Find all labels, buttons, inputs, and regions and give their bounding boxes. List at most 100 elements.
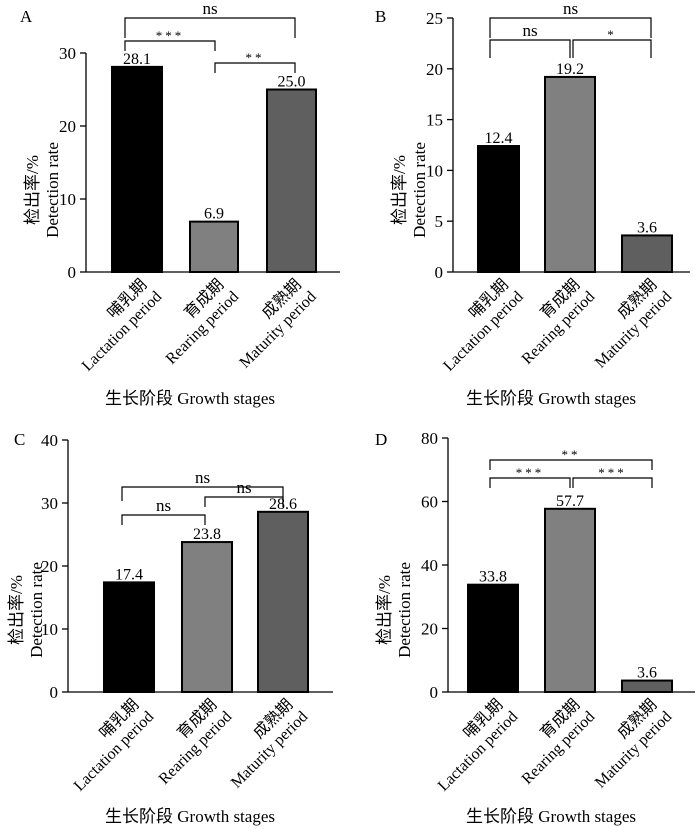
panel-d: D 0 20 40 60 80 检出率/%Detection rate 33.8 哺乳期Lact…	[375, 429, 695, 826]
y-tick-label: 0	[50, 683, 59, 702]
significance-label: **	[562, 447, 581, 462]
bar	[544, 75, 596, 274]
bar-value-label: 17.4	[115, 566, 143, 583]
bar	[181, 541, 233, 693]
significance-label: ns	[195, 468, 210, 487]
y-tick-label: 25	[426, 9, 443, 28]
panel-letter: C	[14, 430, 25, 449]
significance-label: ns	[236, 478, 251, 497]
y-tick-label: 0	[430, 683, 439, 702]
x-tick-label: 成熟期Maturity period	[222, 274, 319, 371]
y-tick-label: 30	[59, 44, 76, 63]
panel-letter: D	[375, 430, 387, 449]
bar	[477, 145, 520, 274]
significance-bracket	[489, 17, 652, 38]
x-tick-label: 育成期Rearing period	[505, 274, 599, 368]
x-tick-label: 哺乳期Lactation period	[57, 694, 158, 795]
significance-bracket	[489, 459, 653, 470]
bar	[621, 679, 673, 694]
bar	[266, 88, 317, 273]
bar-value-label: 28.1	[123, 51, 151, 68]
y-axis-label: 检出率/%Detection rate	[375, 562, 414, 658]
x-tick-label: 哺乳期Lactation period	[65, 274, 166, 375]
significance-label: ***	[598, 465, 627, 480]
x-tick-label: 哺乳期Lactation period	[426, 274, 527, 375]
bar	[621, 234, 673, 273]
significance-label: ns	[522, 21, 537, 40]
x-tick-label: 成熟期Maturity period	[578, 694, 675, 791]
significance-label: *	[607, 27, 617, 42]
y-axis-label: 检出率/%Detection rate	[390, 142, 429, 238]
y-tick-label: 20	[59, 117, 76, 136]
panel-letter: A	[20, 7, 33, 26]
y-tick-label: 5	[435, 212, 444, 231]
y-tick-label: 0	[435, 263, 444, 282]
significance-bracket	[121, 486, 284, 501]
x-tick-label: 成熟期Maturity period	[214, 694, 311, 791]
y-axis-label-en: Detection rate	[410, 142, 429, 238]
bar	[103, 581, 155, 694]
y-axis-label-cn: 检出率/%	[7, 575, 26, 645]
x-tick-label: 成熟期Maturity period	[578, 274, 675, 371]
y-axis-label: 检出率/%Detection rate	[23, 142, 62, 238]
y-tick-label: 10	[41, 620, 58, 639]
significance-bracket	[124, 17, 296, 38]
y-axis-label-en: Detection rate	[27, 562, 46, 658]
x-axis-label: 生长阶段 Growth stages	[466, 389, 636, 408]
bar	[257, 510, 309, 693]
panel-c: C 0 10 20 30 40 检出率/%Detection rate 17.4 哺乳期Lact…	[7, 430, 333, 826]
y-tick-label: 20	[41, 557, 58, 576]
x-axis-label: 生长阶段 Growth stages	[466, 807, 636, 826]
significance-bracket	[489, 477, 571, 488]
significance-label: **	[246, 50, 265, 65]
x-tick-label: 育成期Rearing period	[149, 274, 243, 368]
bar	[111, 65, 163, 274]
significance-bracket	[214, 62, 296, 73]
panel-letter: B	[375, 7, 386, 26]
y-tick-label: 10	[59, 190, 76, 209]
y-tick-label: 0	[68, 263, 77, 282]
y-tick-label: 30	[41, 494, 58, 513]
significance-bracket	[489, 39, 571, 58]
bar-value-label: 25.0	[278, 74, 306, 91]
significance-label: ns	[202, 0, 217, 18]
y-tick-label: 10	[426, 161, 443, 180]
x-axis-label: 生长阶段 Growth stages	[105, 807, 275, 826]
significance-bracket	[572, 39, 652, 58]
bar-value-label: 57.7	[556, 493, 584, 510]
bar-value-label: 23.8	[193, 526, 221, 543]
bar-value-label: 33.8	[479, 569, 507, 586]
y-axis-label-cn: 检出率/%	[23, 155, 42, 225]
x-tick-label: 哺乳期Lactation period	[421, 694, 522, 795]
x-tick-label: 育成期Rearing period	[505, 694, 599, 788]
y-tick-label: 15	[426, 111, 443, 130]
significance-label: ns	[563, 0, 578, 18]
bar-value-label: 12.4	[485, 130, 513, 147]
y-axis-label-en: Detection rate	[43, 142, 62, 238]
panel-b: B 0 5 10 15 20 25 检出率/%Detection rate 12.4 哺乳期Lac…	[375, 0, 690, 408]
significance-bracket	[121, 514, 206, 525]
y-axis-label-cn: 检出率/%	[375, 575, 394, 645]
bar	[544, 507, 596, 693]
y-axis-label: 检出率/%Detection rate	[7, 562, 46, 658]
x-axis-label: 生长阶段 Growth stages	[105, 389, 275, 408]
significance-bracket	[572, 477, 653, 488]
bar-value-label: 3.6	[637, 219, 657, 236]
y-tick-label: 20	[421, 620, 438, 639]
y-tick-label: 60	[421, 493, 438, 512]
bar	[467, 583, 519, 693]
bar-value-label: 19.2	[556, 61, 584, 78]
bar-value-label: 6.9	[204, 206, 224, 223]
significance-bracket	[124, 40, 216, 51]
y-axis-label-cn: 检出率/%	[390, 155, 409, 225]
bar	[189, 220, 239, 274]
significance-label: ns	[156, 496, 171, 515]
x-tick-label: 育成期Rearing period	[142, 694, 236, 788]
y-tick-label: 80	[421, 429, 438, 448]
significance-label: ***	[516, 465, 545, 480]
y-tick-label: 20	[426, 60, 443, 79]
y-axis-label-en: Detection rate	[395, 562, 414, 658]
panel-a: A 0 10 20 30 检出率/%Detection rate 28.1 哺乳期Lactat…	[20, 0, 340, 408]
y-tick-label: 40	[41, 431, 58, 450]
